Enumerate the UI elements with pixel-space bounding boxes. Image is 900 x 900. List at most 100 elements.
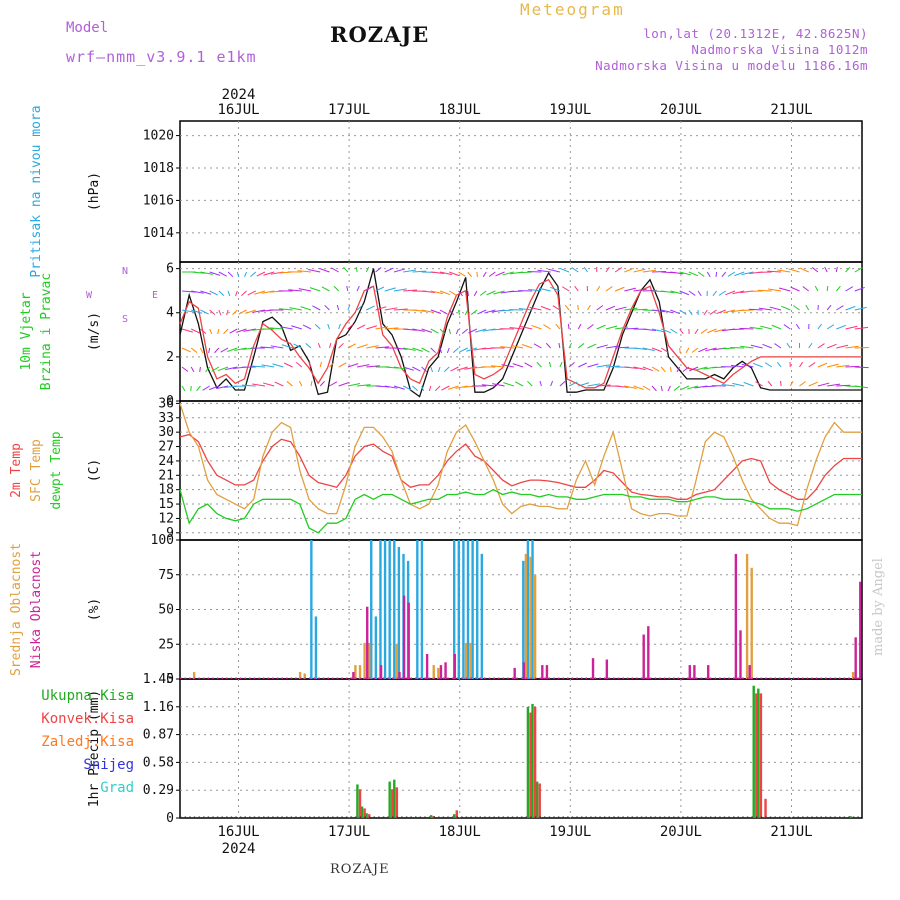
- wind-arrow: [209, 271, 221, 276]
- baseline-mark-precipitation: [769, 816, 772, 818]
- wind-arrow: [384, 366, 399, 369]
- bar-cloud: [363, 642, 366, 679]
- wind-arrow: [777, 361, 782, 368]
- wind-arrow: [652, 270, 666, 273]
- wind-arrow: [464, 366, 478, 370]
- wind-arrow: [694, 328, 699, 335]
- wind-arrow: [308, 269, 321, 273]
- baseline-mark-precipitation: [290, 816, 293, 818]
- wind-arrow: [473, 290, 478, 297]
- wind-arrow: [200, 290, 212, 295]
- baseline-mark-cloud: [184, 677, 187, 679]
- wind-arrow: [384, 287, 396, 292]
- wind-arrow: [412, 366, 421, 372]
- wind-arrow: [615, 306, 627, 311]
- bar-cloud: [707, 665, 710, 679]
- bar-cloud: [734, 553, 738, 679]
- bar-cloud: [545, 665, 549, 679]
- baseline-mark-precipitation: [709, 816, 712, 818]
- wind-arrow: [229, 328, 238, 334]
- bar-cloud: [374, 616, 378, 679]
- wind-arrow: [826, 343, 837, 349]
- ytick-label-pressure: 1016: [143, 193, 174, 208]
- baseline-mark-cloud: [465, 677, 468, 679]
- wind-arrow: [740, 345, 754, 349]
- baseline-mark-precipitation: [567, 816, 569, 818]
- day-label-top: 18JUL: [439, 102, 481, 118]
- baseline-mark-precipitation: [746, 816, 749, 818]
- wind-arrow: [484, 309, 496, 314]
- wind-arrow: [250, 271, 257, 278]
- bar-cloud: [480, 553, 484, 679]
- year-label-top: 2024: [222, 87, 256, 103]
- wind-arrow: [241, 384, 256, 387]
- bar-precipitation: [395, 787, 399, 818]
- wind-arrow: [786, 342, 791, 349]
- bar-cloud: [393, 540, 396, 679]
- wind-arrow: [421, 328, 433, 333]
- baseline-mark-cloud: [709, 677, 712, 679]
- baseline-mark-precipitation: [792, 816, 795, 818]
- baseline-mark-cloud: [797, 677, 799, 679]
- wind-arrow: [196, 385, 201, 392]
- bar-precipitation: [526, 706, 530, 818]
- wind-arrow: [682, 366, 690, 372]
- wind-arrow: [200, 328, 207, 334]
- ylabel-wind: (m/s): [87, 312, 102, 351]
- wind-arrow: [455, 385, 468, 389]
- wind-arrow: [559, 380, 566, 387]
- baseline-mark-precipitation: [673, 816, 675, 818]
- ytick-label-temperature: 33: [158, 411, 174, 426]
- baseline-mark-cloud: [507, 677, 509, 679]
- ytick-label-temperature: 9: [166, 526, 174, 541]
- baseline-mark-cloud: [756, 677, 758, 679]
- ytick-label-cloud: 0: [166, 672, 174, 687]
- baseline-mark-precipitation: [705, 816, 707, 818]
- baseline-mark-cloud: [285, 677, 288, 679]
- wind-arrow: [209, 309, 216, 316]
- baseline-mark-precipitation: [332, 816, 334, 818]
- baseline-mark-cloud: [212, 677, 214, 679]
- wind-arrow: [660, 347, 669, 353]
- bar-cloud: [526, 540, 530, 679]
- baseline-mark-precipitation: [677, 816, 680, 818]
- wind-arrow: [696, 366, 708, 371]
- bar-precipitation: [391, 789, 394, 818]
- watermark: made by Angel: [871, 558, 886, 656]
- baseline-mark-cloud: [442, 677, 445, 679]
- wind-arrow: [366, 325, 378, 330]
- ytick-label-cloud: 100: [151, 533, 174, 548]
- baseline-mark-precipitation: [516, 816, 518, 818]
- baseline-mark-precipitation: [723, 816, 726, 818]
- bar-precipitation: [368, 814, 371, 818]
- baseline-mark-cloud: [599, 677, 601, 679]
- wind-arrow: [403, 347, 416, 351]
- baseline-mark-cloud: [415, 677, 417, 679]
- baseline-mark-cloud: [760, 677, 763, 679]
- wind-arrow: [243, 328, 256, 332]
- bar-cloud: [688, 665, 691, 679]
- wind-arrow: [836, 305, 844, 311]
- wind-arrow: [347, 343, 356, 349]
- bar-precipitation: [365, 813, 368, 818]
- wind-arrow: [817, 362, 828, 368]
- baseline-mark-cloud: [516, 677, 518, 679]
- coords-label: lon,lat (20.1312E, 42.8625N): [643, 26, 868, 41]
- wind-arrow: [346, 285, 349, 292]
- bar-cloud: [642, 634, 645, 679]
- baseline-mark-cloud: [350, 677, 352, 679]
- baseline-mark-precipitation: [756, 816, 758, 818]
- model-elevation-label: Nadmorska Visina u modelu 1186.16m: [595, 58, 868, 73]
- bar-cloud: [476, 540, 479, 679]
- baseline-mark-cloud: [216, 677, 219, 679]
- wind-arrow: [262, 382, 275, 387]
- baseline-mark-precipitation: [341, 816, 343, 818]
- side-label-temperature: SFC Temp: [29, 439, 44, 502]
- ytick-label-pressure: 1020: [143, 129, 174, 144]
- baseline-mark-cloud: [673, 677, 675, 679]
- wind-arrow: [437, 366, 441, 373]
- wind-arrow: [430, 366, 434, 373]
- baseline-mark-cloud: [829, 677, 832, 679]
- wind-arrow: [260, 346, 275, 349]
